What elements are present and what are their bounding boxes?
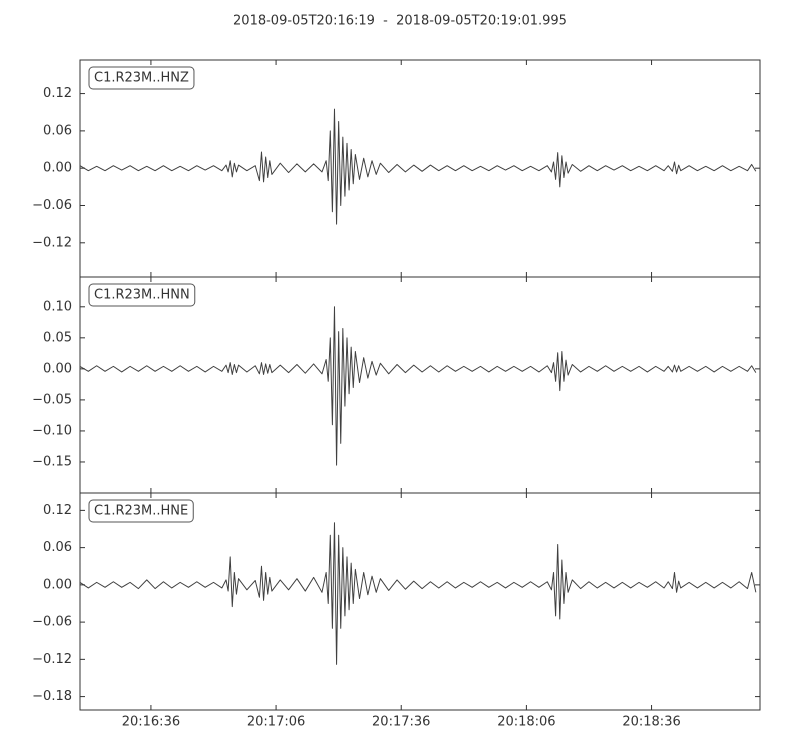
y-tick-label: 0.06 xyxy=(43,123,72,138)
y-tick-label: −0.12 xyxy=(32,235,72,250)
waveform xyxy=(80,108,757,225)
x-tick-label: 20:18:36 xyxy=(622,715,680,730)
y-tick-label: −0.15 xyxy=(32,454,72,469)
y-tick-label: 0.06 xyxy=(43,540,72,555)
waveform xyxy=(80,522,757,665)
y-tick-label: 0.00 xyxy=(43,361,72,376)
trace-label: C1.R23M..HNE xyxy=(94,504,188,519)
y-tick-label: −0.18 xyxy=(32,689,72,704)
chart-title: 2018-09-05T20:16:19 - 2018-09-05T20:19:0… xyxy=(233,14,567,29)
panel-frame xyxy=(79,492,761,711)
y-tick-label: −0.06 xyxy=(32,615,72,630)
y-tick-label: −0.05 xyxy=(32,392,72,407)
panel-frame xyxy=(79,59,761,278)
y-tick-label: 0.12 xyxy=(43,503,72,518)
y-tick-label: 0.00 xyxy=(43,161,72,176)
trace-label: C1.R23M..HNN xyxy=(94,288,190,303)
trace-label-box xyxy=(88,66,195,90)
y-tick-label: 0.05 xyxy=(43,330,72,345)
y-tick-label: 0.10 xyxy=(43,299,72,314)
x-tick-label: 20:17:06 xyxy=(247,715,305,730)
y-tick-label: −0.06 xyxy=(32,198,72,213)
y-tick-label: 0.00 xyxy=(43,577,72,592)
y-tick-label: −0.12 xyxy=(32,652,72,667)
trace-label-box xyxy=(88,499,194,523)
trace-label: C1.R23M..HNZ xyxy=(94,71,189,86)
x-tick-label: 20:18:06 xyxy=(497,715,555,730)
y-tick-label: 0.12 xyxy=(43,86,72,101)
trace-label-box xyxy=(88,283,196,307)
x-tick-label: 20:17:36 xyxy=(372,715,430,730)
y-tick-label: −0.10 xyxy=(32,423,72,438)
x-tick-label: 20:16:36 xyxy=(122,715,180,730)
waveform xyxy=(80,306,757,466)
panel-frame xyxy=(79,276,761,494)
